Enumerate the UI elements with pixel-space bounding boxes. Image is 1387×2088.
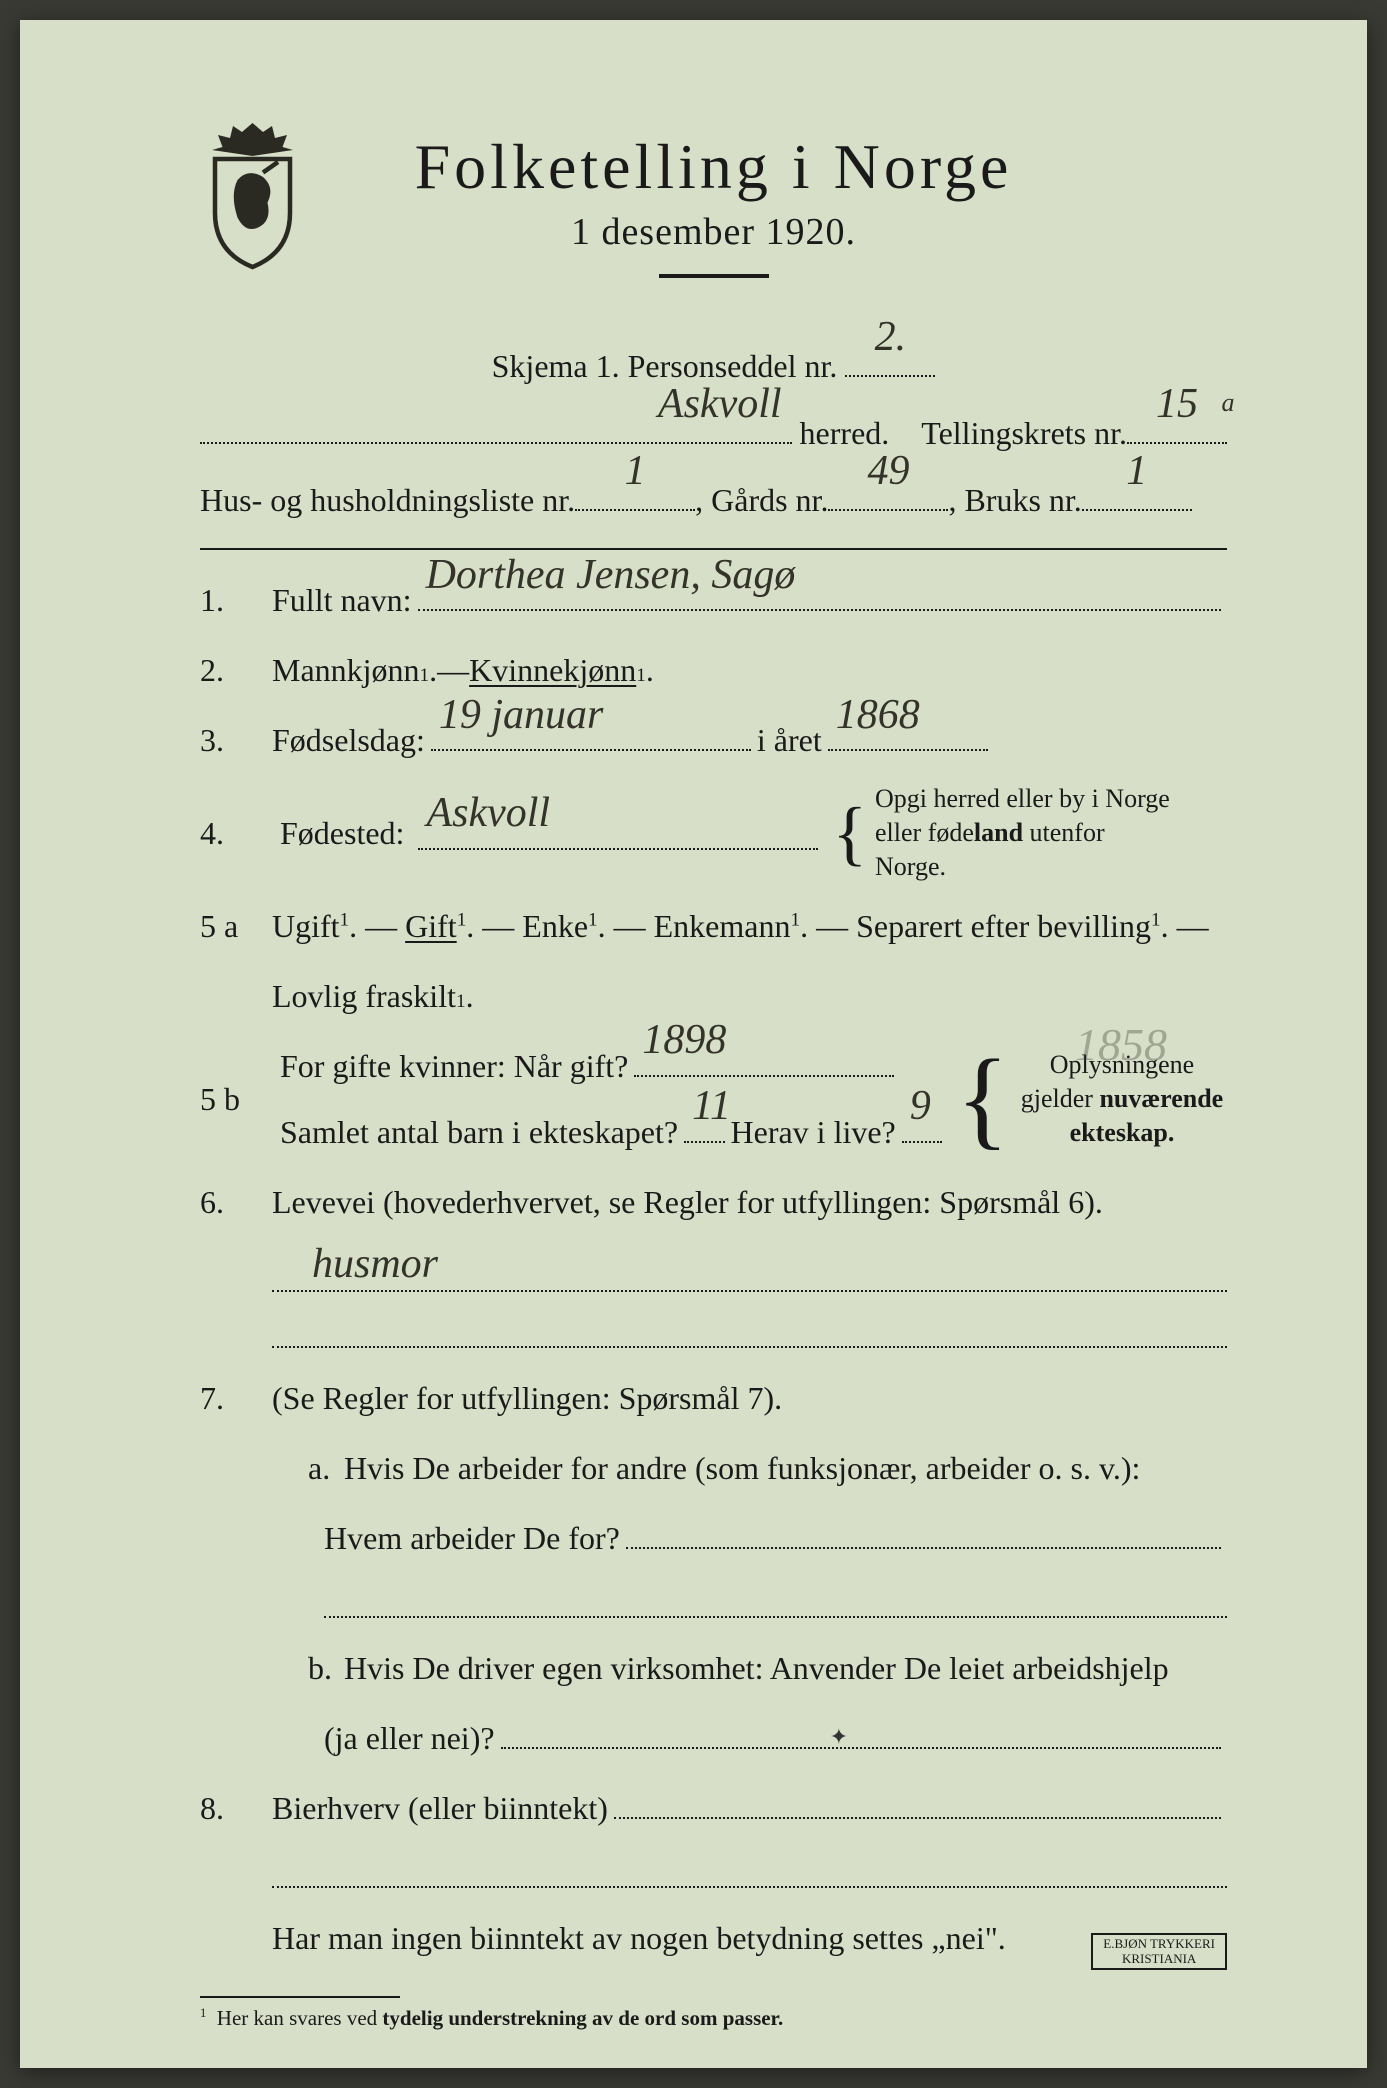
brace-icon: { — [832, 815, 867, 851]
q3-row: 3. Fødselsdag: 19 januar i året 1868 — [200, 712, 1227, 768]
q5a-row: 5 a Ugift1. — Gift1. — Enke1. — Enkemann… — [200, 898, 1227, 954]
q6-row: 6. Levevei (hovederhvervet, se Regler fo… — [200, 1174, 1227, 1230]
footnote-rule — [200, 1996, 400, 1998]
q5a-options: Ugift1. — Gift1. — Enke1. — Enkemann1. —… — [272, 898, 1209, 954]
q7-label: (Se Regler for utfyllingen: Spørsmål 7). — [272, 1370, 782, 1426]
q1-row: 1. Fullt navn: Dorthea Jensen, Sagø — [200, 572, 1227, 628]
q6-answer-line: husmor — [272, 1244, 1227, 1292]
q7-row: 7. (Se Regler for utfyllingen: Spørsmål … — [200, 1370, 1227, 1426]
q6-value: husmor — [312, 1240, 438, 1288]
closing-row: Har man ingen biinntekt av nogen betydni… — [272, 1910, 1227, 1966]
header: Folketelling i Norge 1 desember 1920. — [200, 130, 1227, 306]
q7a-text: Hvis De arbeider for andre (som funksjon… — [344, 1440, 1140, 1496]
q7b-row: b. Hvis De driver egen virksomhet: Anven… — [272, 1640, 1227, 1696]
q2-male: Mannkjønn — [272, 642, 420, 698]
tellingskrets-value: 15 — [1156, 365, 1198, 445]
q6-num: 6. — [200, 1174, 272, 1230]
q7b-text: Hvis De driver egen virksomhet: Anvender… — [344, 1640, 1169, 1696]
census-form-page: Folketelling i Norge 1 desember 1920. Sk… — [20, 20, 1367, 2068]
blank-line — [324, 1580, 1227, 1618]
blank-line — [272, 1310, 1227, 1348]
q5a-tail: Lovlig fraskilt — [272, 968, 456, 1024]
q6-label: Levevei (hovederhvervet, se Regler for u… — [272, 1174, 1103, 1230]
bruks-value: 1 — [1126, 432, 1147, 512]
gards-value: 49 — [867, 432, 909, 512]
q5a-option: Ugift — [272, 908, 340, 944]
q7b-q: (ja eller nei)? — [324, 1710, 495, 1766]
q4-row: 4. Fødested: Askvoll { Opgi herred eller… — [200, 782, 1227, 883]
q7a-num: a. — [272, 1440, 344, 1496]
q5a-option: Enke — [522, 908, 588, 944]
q5a-option: Gift — [405, 908, 457, 944]
pencil-note: 1858 — [1075, 1018, 1167, 1071]
q5a-num: 5 a — [200, 898, 272, 954]
q8-num: 8. — [200, 1780, 272, 1836]
q4-num: 4. — [200, 805, 272, 861]
footnote: 1 Her kan svares ved tydelig understrekn… — [200, 2006, 1227, 2031]
q3-label: Fødselsdag: — [272, 712, 425, 768]
q5b-l2a: Samlet antal barn i ekteskapet? — [280, 1104, 678, 1160]
q8-label: Bierhverv (eller biinntekt) — [272, 1780, 608, 1836]
q4-note: Opgi herred eller by i Norge eller fødel… — [875, 782, 1175, 883]
q7a-q: Hvem arbeider De for? — [324, 1510, 620, 1566]
husliste-value: 1 — [625, 432, 646, 512]
hus-line: Hus- og husholdningsliste nr. 1 , Gårds … — [200, 470, 1227, 531]
title-rule — [659, 274, 769, 278]
q1-label: Fullt navn: — [272, 572, 412, 628]
q1-num: 1. — [200, 572, 272, 628]
subtitle: 1 desember 1920. — [415, 210, 1013, 254]
q7b-q-row: (ja eller nei)? ✦ — [324, 1710, 1227, 1766]
q5a-option: Enkemann — [654, 908, 791, 944]
q1-value: Dorthea Jensen, Sagø — [426, 539, 796, 613]
q3-year: 1868 — [836, 679, 920, 753]
q5b-year: 1898 — [642, 1004, 726, 1078]
q5b-block: 1858 5 b For gifte kvinner: Når gift? 18… — [200, 1038, 1227, 1160]
husliste-label: Hus- og husholdningsliste nr. — [200, 470, 575, 531]
q3-day: 19 januar — [439, 679, 604, 753]
q5a-option: Separert efter bevilling — [856, 908, 1151, 944]
q2-period: . — [646, 642, 654, 698]
q7-num: 7. — [200, 1370, 272, 1426]
brace-icon: { — [956, 1071, 1009, 1126]
personseddel-value: 2. — [875, 298, 907, 378]
closing-text: Har man ingen biinntekt av nogen betydni… — [272, 1910, 1006, 1966]
coat-of-arms-icon — [200, 120, 305, 270]
printer-stamp: E.BJØN TRYKKERI KRISTIANIA — [1091, 1933, 1227, 1970]
q7a-row: a. Hvis De arbeider for andre (som funks… — [272, 1440, 1227, 1496]
q8-row: 8. Bierhverv (eller biinntekt) — [200, 1780, 1227, 1836]
q5b-l2b: Herav i live? — [731, 1104, 896, 1160]
q2-num: 2. — [200, 642, 272, 698]
q7a-q-row: Hvem arbeider De for? — [324, 1510, 1227, 1566]
stray-mark: ✦ — [830, 1718, 848, 1757]
q7b-num: b. — [272, 1640, 344, 1696]
q5b-l1: For gifte kvinner: Når gift? — [280, 1038, 628, 1094]
q4-label: Fødested: — [280, 805, 404, 861]
q2-row: 2. Mannkjønn1. — Kvinnekjønn1. — [200, 642, 1227, 698]
herred-line: Askvoll herred. Tellingskrets nr. 15 a — [200, 403, 1227, 464]
q5b-num: 5 b — [200, 1071, 272, 1127]
q5b-children: 11 — [692, 1070, 731, 1144]
blank-line — [272, 1850, 1227, 1888]
q4-value: Askvoll — [426, 777, 550, 851]
q3-mid: i året — [757, 712, 822, 768]
main-title: Folketelling i Norge — [415, 130, 1013, 204]
title-block: Folketelling i Norge 1 desember 1920. — [415, 130, 1013, 306]
gards-label: , Gårds nr. — [695, 470, 828, 531]
q5b-alive: 9 — [910, 1070, 931, 1144]
tellingskrets-sup: a — [1222, 378, 1235, 427]
q3-num: 3. — [200, 712, 272, 768]
tellingskrets-label: Tellingskrets nr. — [921, 403, 1127, 464]
herred-value: Askvoll — [658, 365, 782, 445]
bruks-label: , Bruks nr. — [948, 470, 1081, 531]
